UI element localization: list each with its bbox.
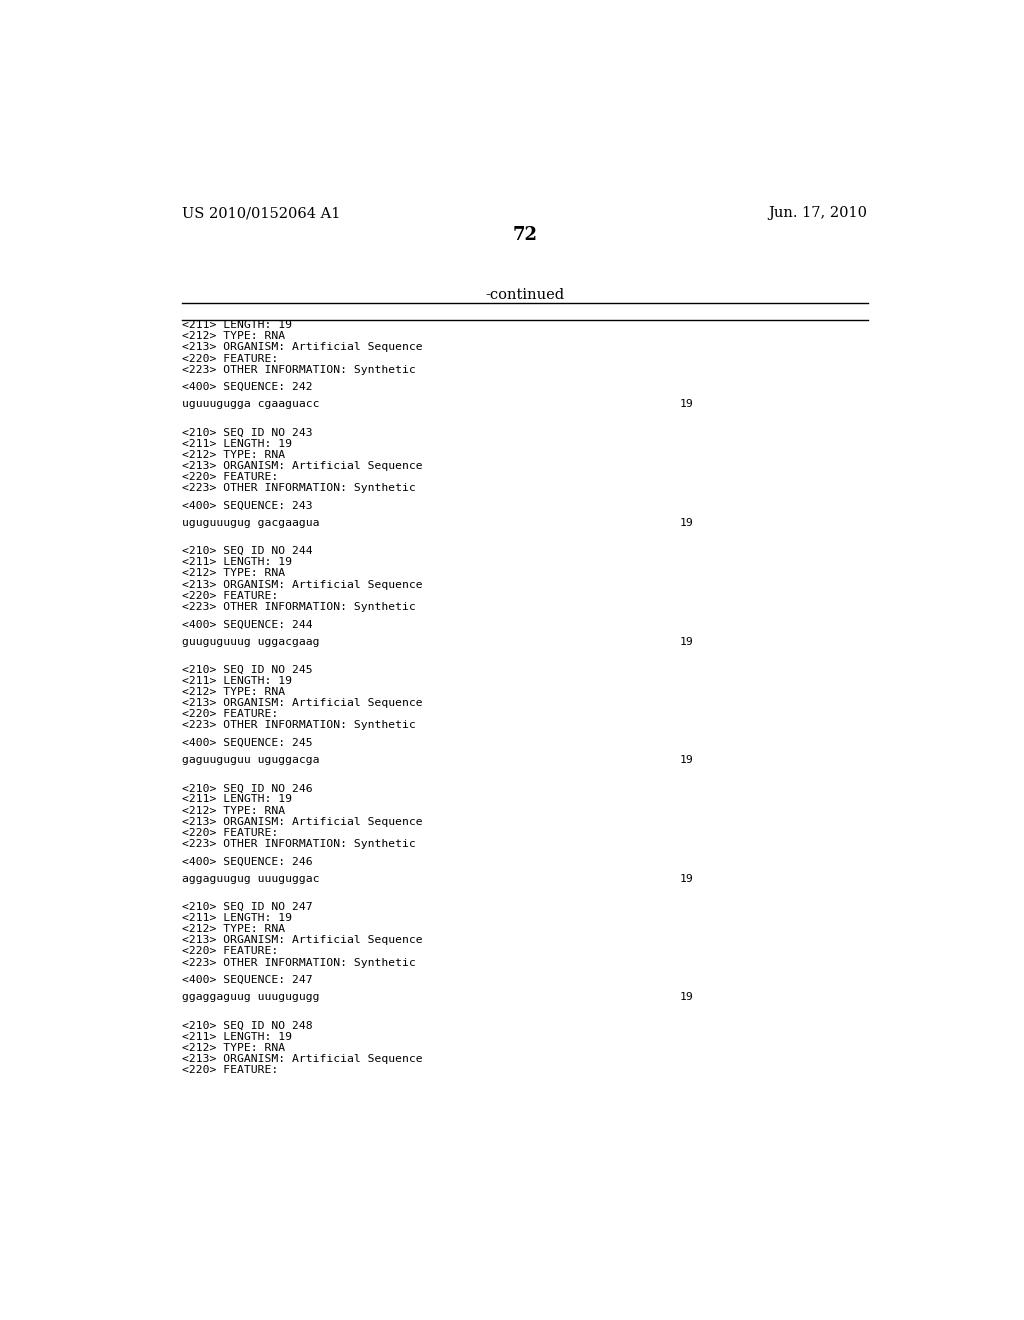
Text: 19: 19 xyxy=(680,636,693,647)
Text: 19: 19 xyxy=(680,517,693,528)
Text: <400> SEQUENCE: 247: <400> SEQUENCE: 247 xyxy=(182,975,312,985)
Text: <211> LENGTH: 19: <211> LENGTH: 19 xyxy=(182,557,292,568)
Text: <400> SEQUENCE: 246: <400> SEQUENCE: 246 xyxy=(182,857,312,866)
Text: 19: 19 xyxy=(680,993,693,1002)
Text: 19: 19 xyxy=(680,400,693,409)
Text: <223> OTHER INFORMATION: Synthetic: <223> OTHER INFORMATION: Synthetic xyxy=(182,483,416,494)
Text: <223> OTHER INFORMATION: Synthetic: <223> OTHER INFORMATION: Synthetic xyxy=(182,840,416,849)
Text: <210> SEQ ID NO 247: <210> SEQ ID NO 247 xyxy=(182,902,312,912)
Text: <220> FEATURE:: <220> FEATURE: xyxy=(182,828,279,838)
Text: <212> TYPE: RNA: <212> TYPE: RNA xyxy=(182,924,285,935)
Text: 19: 19 xyxy=(680,755,693,766)
Text: 19: 19 xyxy=(680,874,693,883)
Text: <213> ORGANISM: Artificial Sequence: <213> ORGANISM: Artificial Sequence xyxy=(182,342,423,352)
Text: <213> ORGANISM: Artificial Sequence: <213> ORGANISM: Artificial Sequence xyxy=(182,698,423,708)
Text: <400> SEQUENCE: 242: <400> SEQUENCE: 242 xyxy=(182,381,312,392)
Text: <212> TYPE: RNA: <212> TYPE: RNA xyxy=(182,450,285,459)
Text: <220> FEATURE:: <220> FEATURE: xyxy=(182,709,279,719)
Text: <220> FEATURE:: <220> FEATURE: xyxy=(182,473,279,482)
Text: <211> LENGTH: 19: <211> LENGTH: 19 xyxy=(182,1032,292,1041)
Text: <220> FEATURE:: <220> FEATURE: xyxy=(182,1065,279,1074)
Text: <220> FEATURE:: <220> FEATURE: xyxy=(182,354,279,363)
Text: <210> SEQ ID NO 243: <210> SEQ ID NO 243 xyxy=(182,428,312,437)
Text: <400> SEQUENCE: 244: <400> SEQUENCE: 244 xyxy=(182,619,312,630)
Text: US 2010/0152064 A1: US 2010/0152064 A1 xyxy=(182,206,340,220)
Text: 72: 72 xyxy=(512,226,538,244)
Text: <211> LENGTH: 19: <211> LENGTH: 19 xyxy=(182,913,292,923)
Text: <223> OTHER INFORMATION: Synthetic: <223> OTHER INFORMATION: Synthetic xyxy=(182,721,416,730)
Text: <223> OTHER INFORMATION: Synthetic: <223> OTHER INFORMATION: Synthetic xyxy=(182,364,416,375)
Text: <220> FEATURE:: <220> FEATURE: xyxy=(182,591,279,601)
Text: <213> ORGANISM: Artificial Sequence: <213> ORGANISM: Artificial Sequence xyxy=(182,461,423,471)
Text: <211> LENGTH: 19: <211> LENGTH: 19 xyxy=(182,676,292,686)
Text: <212> TYPE: RNA: <212> TYPE: RNA xyxy=(182,1043,285,1053)
Text: <210> SEQ ID NO 244: <210> SEQ ID NO 244 xyxy=(182,546,312,556)
Text: <213> ORGANISM: Artificial Sequence: <213> ORGANISM: Artificial Sequence xyxy=(182,1053,423,1064)
Text: <223> OTHER INFORMATION: Synthetic: <223> OTHER INFORMATION: Synthetic xyxy=(182,958,416,968)
Text: <400> SEQUENCE: 243: <400> SEQUENCE: 243 xyxy=(182,500,312,511)
Text: <211> LENGTH: 19: <211> LENGTH: 19 xyxy=(182,321,292,330)
Text: <220> FEATURE:: <220> FEATURE: xyxy=(182,946,279,957)
Text: uguguuugug gacgaagua: uguguuugug gacgaagua xyxy=(182,517,319,528)
Text: <210> SEQ ID NO 248: <210> SEQ ID NO 248 xyxy=(182,1020,312,1031)
Text: <211> LENGTH: 19: <211> LENGTH: 19 xyxy=(182,438,292,449)
Text: <212> TYPE: RNA: <212> TYPE: RNA xyxy=(182,805,285,816)
Text: <212> TYPE: RNA: <212> TYPE: RNA xyxy=(182,686,285,697)
Text: <211> LENGTH: 19: <211> LENGTH: 19 xyxy=(182,795,292,804)
Text: uguuugugga cgaaguacc: uguuugugga cgaaguacc xyxy=(182,400,319,409)
Text: guuguguuug uggacgaag: guuguguuug uggacgaag xyxy=(182,636,319,647)
Text: -continued: -continued xyxy=(485,288,564,302)
Text: <213> ORGANISM: Artificial Sequence: <213> ORGANISM: Artificial Sequence xyxy=(182,936,423,945)
Text: gaguuguguu uguggacga: gaguuguguu uguggacga xyxy=(182,755,319,766)
Text: <213> ORGANISM: Artificial Sequence: <213> ORGANISM: Artificial Sequence xyxy=(182,817,423,826)
Text: ggaggaguug uuugugugg: ggaggaguug uuugugugg xyxy=(182,993,319,1002)
Text: <210> SEQ ID NO 246: <210> SEQ ID NO 246 xyxy=(182,783,312,793)
Text: <223> OTHER INFORMATION: Synthetic: <223> OTHER INFORMATION: Synthetic xyxy=(182,602,416,612)
Text: <213> ORGANISM: Artificial Sequence: <213> ORGANISM: Artificial Sequence xyxy=(182,579,423,590)
Text: <212> TYPE: RNA: <212> TYPE: RNA xyxy=(182,569,285,578)
Text: <210> SEQ ID NO 245: <210> SEQ ID NO 245 xyxy=(182,665,312,675)
Text: Jun. 17, 2010: Jun. 17, 2010 xyxy=(769,206,867,220)
Text: <400> SEQUENCE: 245: <400> SEQUENCE: 245 xyxy=(182,738,312,748)
Text: <212> TYPE: RNA: <212> TYPE: RNA xyxy=(182,331,285,342)
Text: aggaguugug uuuguggac: aggaguugug uuuguggac xyxy=(182,874,319,883)
